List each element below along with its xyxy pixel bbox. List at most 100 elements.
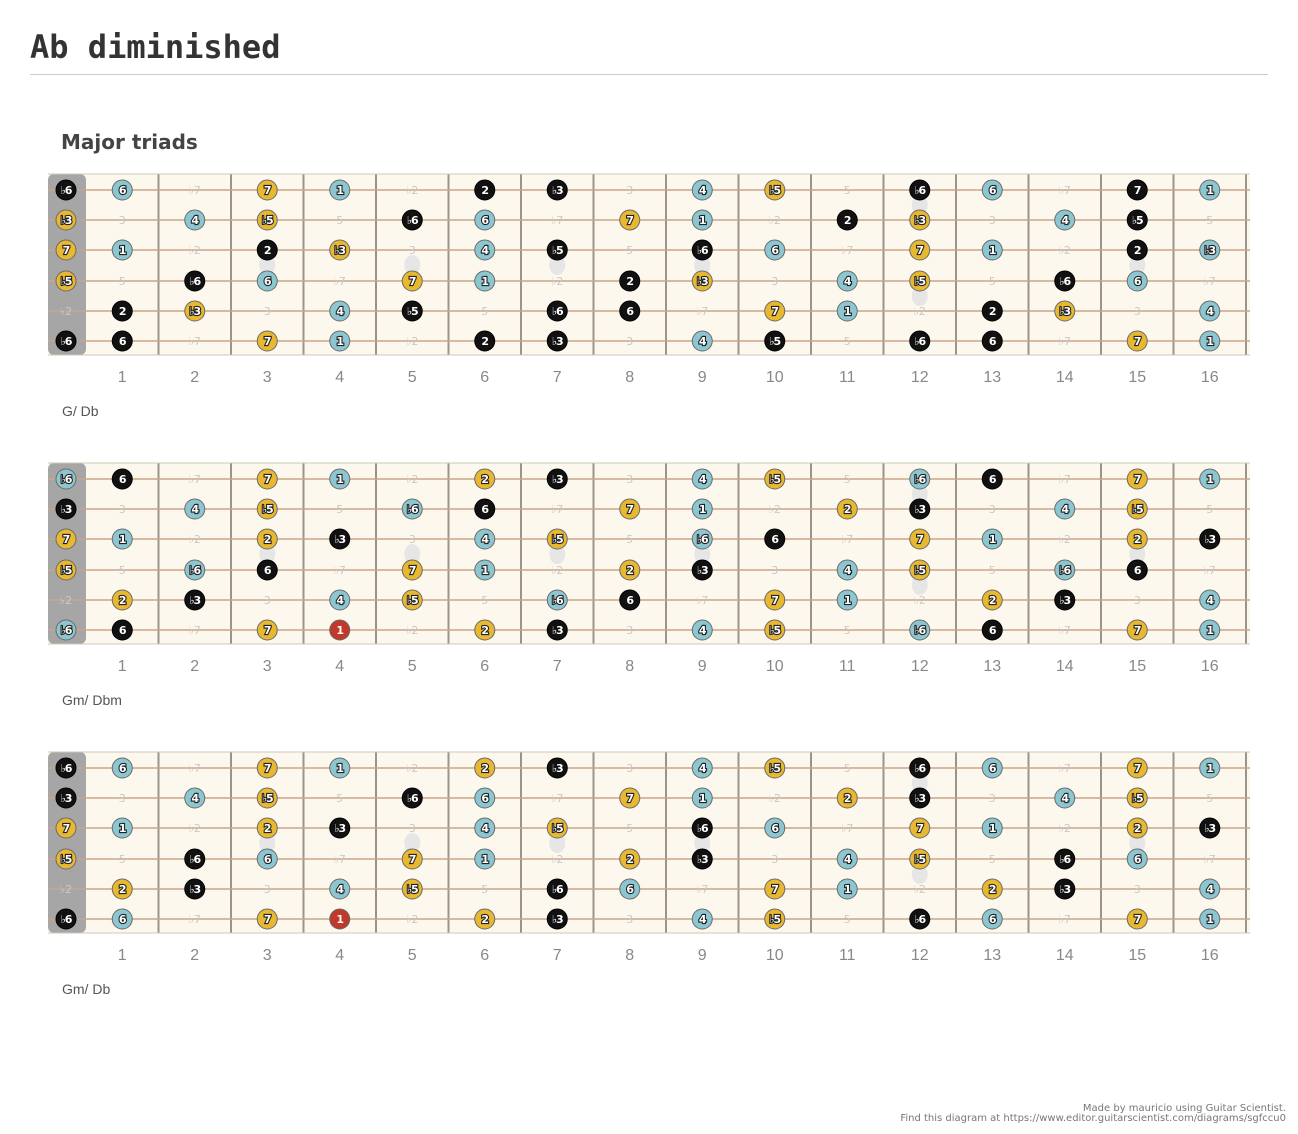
note-label: 6 xyxy=(119,335,127,348)
note-label: ♭5 xyxy=(262,503,273,516)
note-label: 4 xyxy=(844,564,852,577)
credit-link[interactable]: Find this diagram at https://www.editor.… xyxy=(900,1113,1286,1124)
fretboard-1: 1 2 3 4 5 6 7 8 9 10 11 12 13 14 15 16♭6 6 ♭7 7 1 ♭2 2 ♭3 3 4 ♭5 5… xyxy=(48,173,1250,386)
note-circle xyxy=(981,239,1003,261)
note-label: 6 xyxy=(119,473,127,486)
note-label: ♭3 xyxy=(552,913,563,926)
note-label: ♭5 xyxy=(407,305,418,318)
note-label: ♭3 xyxy=(914,214,925,227)
note-circle xyxy=(1126,757,1148,779)
note-dot: 1 xyxy=(981,817,1003,839)
note-dot: 1 xyxy=(329,468,351,490)
note-circle xyxy=(474,757,496,779)
note-circle xyxy=(256,908,278,930)
ghost-note-label: ♭7 xyxy=(1204,564,1216,577)
note-circle xyxy=(836,559,858,581)
note-label: 4 xyxy=(1061,792,1069,805)
note-circle xyxy=(981,817,1003,839)
note-label: ♭6 xyxy=(697,533,709,546)
note-label: 2 xyxy=(481,184,488,197)
fret-number: 16 xyxy=(1201,658,1219,675)
ghost-note-label: 5 xyxy=(336,214,343,227)
note-circle xyxy=(619,559,641,581)
note-dot: ♭6 xyxy=(691,817,713,839)
note-label: 7 xyxy=(916,244,923,257)
note-dot: 7 xyxy=(55,817,77,839)
note-dot: 6 xyxy=(764,817,786,839)
note-circle xyxy=(329,330,351,352)
note-label: 4 xyxy=(336,594,344,607)
note-label: 6 xyxy=(1134,564,1142,577)
note-circle xyxy=(111,878,133,900)
note-dot: 1 xyxy=(1199,330,1221,352)
inlay-marker xyxy=(1129,833,1146,853)
fretboard-background xyxy=(48,752,1250,933)
note-dot: 1 xyxy=(329,619,351,641)
note-dot: 1 xyxy=(329,908,351,930)
note-dot: 6 xyxy=(764,528,786,550)
fret-number: 4 xyxy=(335,658,344,675)
note-label: ♭5 xyxy=(769,624,780,637)
note-label: ♭5 xyxy=(1132,792,1143,805)
note-dot: ♭6 xyxy=(546,589,568,611)
fret-number: 10 xyxy=(766,947,784,964)
note-label: 2 xyxy=(481,762,488,775)
note-dot: ♭6 xyxy=(1054,559,1076,581)
ghost-note-label: 3 xyxy=(1134,305,1141,318)
note-label: 1 xyxy=(1206,624,1213,637)
fret-number: 2 xyxy=(190,947,199,964)
note-label: ♭3 xyxy=(334,533,345,546)
note-circle xyxy=(184,878,206,900)
note-label: 2 xyxy=(481,473,488,486)
note-dot: 7 xyxy=(909,817,931,839)
fretboard-2: 1 2 3 4 5 6 7 8 9 10 11 12 13 14 15 16♭6 6 ♭7 7 1 ♭2 2 ♭3 3 4 ♭5 5… xyxy=(48,462,1250,675)
note-circle xyxy=(256,559,278,581)
inlay-marker xyxy=(404,833,421,853)
note-dot: 2 xyxy=(981,589,1003,611)
note-circle xyxy=(474,209,496,231)
ghost-note-label: 3 xyxy=(626,762,633,775)
note-label: 1 xyxy=(119,822,126,835)
note-dot: ♭3 xyxy=(546,908,568,930)
ghost-note-label: ♭7 xyxy=(334,853,346,866)
note-label: ♭3 xyxy=(1059,305,1070,318)
note-circle xyxy=(909,330,931,352)
note-label: ♭5 xyxy=(914,275,925,288)
note-label: 1 xyxy=(1206,913,1213,926)
note-dot: ♭3 xyxy=(184,300,206,322)
note-dot: ♭3 xyxy=(329,239,351,261)
note-circle xyxy=(909,179,931,201)
note-circle xyxy=(764,817,786,839)
fret-number: 7 xyxy=(553,369,562,386)
fret-number: 5 xyxy=(408,947,417,964)
note-circle xyxy=(546,528,568,550)
note-circle xyxy=(836,848,858,870)
note-label: 1 xyxy=(336,624,343,637)
note-dot: 4 xyxy=(1054,787,1076,809)
note-dot: 2 xyxy=(1126,239,1148,261)
note-label: ♭3 xyxy=(697,564,708,577)
note-circle xyxy=(474,817,496,839)
note-label: 4 xyxy=(1061,214,1069,227)
note-dot: 6 xyxy=(256,848,278,870)
note-label: ♭3 xyxy=(552,335,563,348)
fret-number: 8 xyxy=(625,947,634,964)
note-label: 1 xyxy=(481,564,488,577)
note-label: ♭3 xyxy=(552,762,563,775)
note-label: 7 xyxy=(409,853,416,866)
note-circle xyxy=(1126,179,1148,201)
note-dot: 2 xyxy=(836,209,858,231)
note-label: 4 xyxy=(481,533,489,546)
note-dot: 1 xyxy=(474,270,496,292)
ghost-note-label: ♭2 xyxy=(914,594,926,607)
note-label: 2 xyxy=(264,244,271,257)
note-dot: ♭5 xyxy=(909,848,931,870)
note-circle xyxy=(474,330,496,352)
ghost-note-label: 5 xyxy=(844,184,851,197)
note-circle xyxy=(256,817,278,839)
note-label: ♭5 xyxy=(769,913,780,926)
ghost-note-label: 5 xyxy=(119,275,126,288)
note-dot: 4 xyxy=(691,619,713,641)
note-circle xyxy=(691,270,713,292)
fret-number: 11 xyxy=(839,947,856,964)
